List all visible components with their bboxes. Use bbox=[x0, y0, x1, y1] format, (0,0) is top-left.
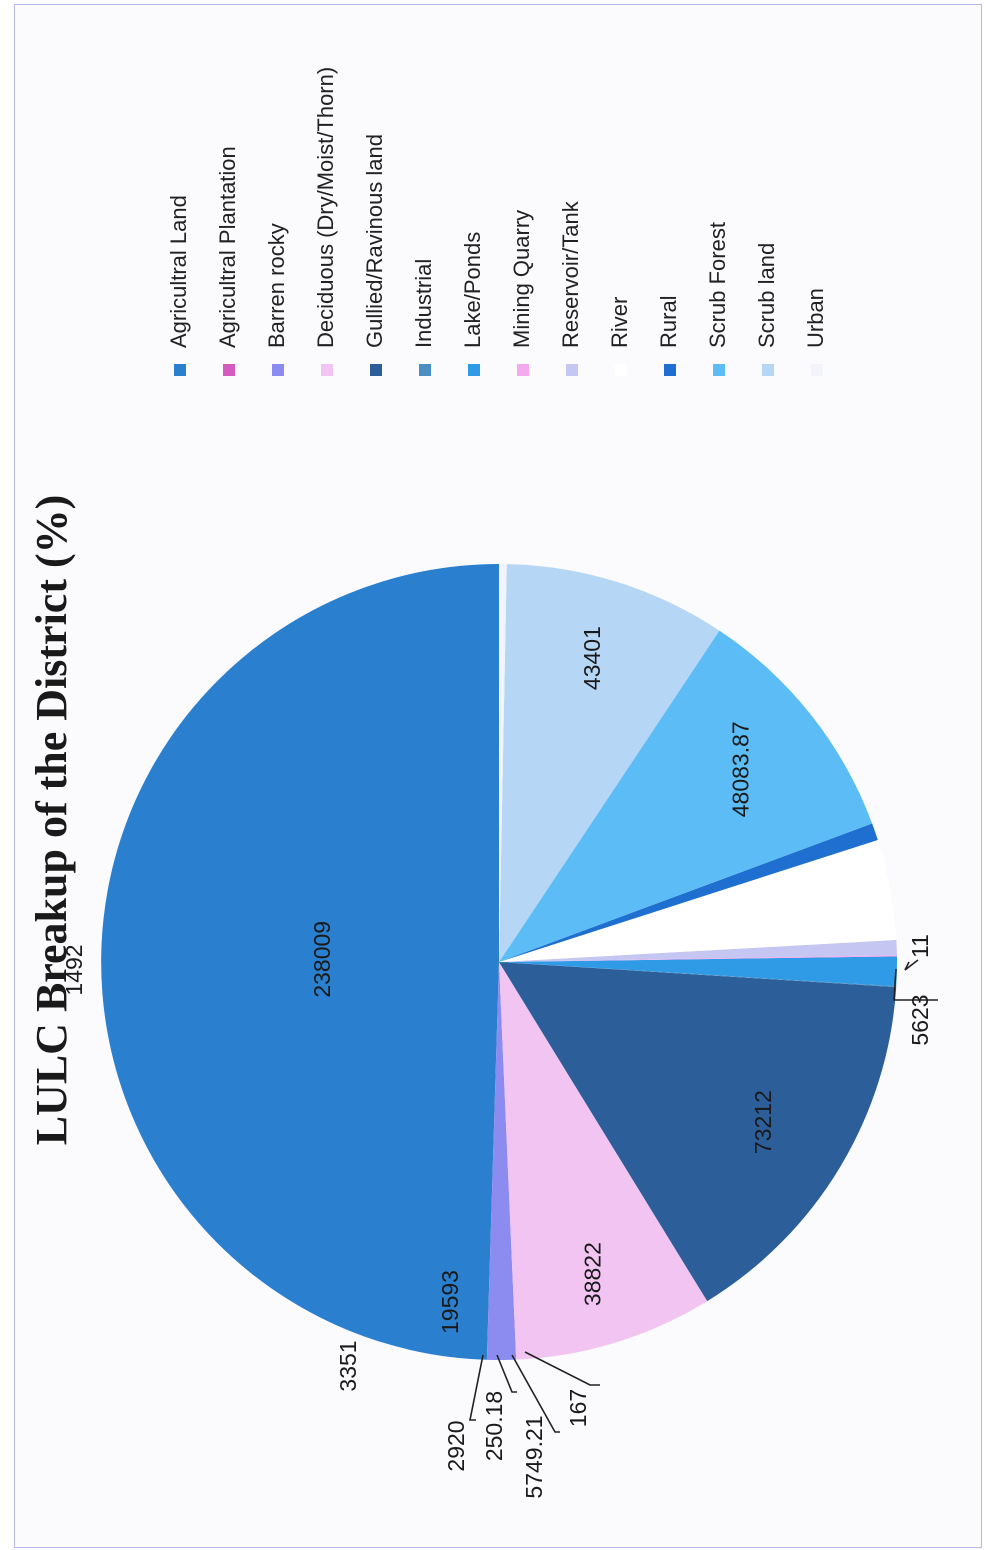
data-label: 2920 bbox=[443, 1420, 469, 1471]
pie-slice bbox=[486, 962, 517, 1361]
legend-swatch bbox=[468, 364, 480, 376]
legend-swatch bbox=[615, 364, 627, 376]
pie-slice bbox=[499, 823, 878, 962]
legend-label: River bbox=[607, 297, 632, 348]
label-leader-line bbox=[496, 1354, 517, 1393]
pie-slice bbox=[486, 962, 499, 1360]
legend-swatch bbox=[517, 364, 529, 376]
pie-slice bbox=[499, 962, 897, 1302]
legend-label: Reservoir/Tank bbox=[558, 200, 583, 348]
legend-label: Mining Quarry bbox=[509, 210, 534, 348]
pie-slice bbox=[499, 939, 897, 962]
label-leader-line bbox=[524, 1351, 600, 1386]
label-leader-line bbox=[511, 1354, 560, 1433]
data-label: 73212 bbox=[750, 1090, 776, 1154]
pie-slice bbox=[101, 564, 500, 1360]
data-label: 38822 bbox=[580, 1242, 606, 1306]
legend-label: Scrub Forest bbox=[705, 222, 730, 348]
chart-legend: Agricultral Land Agricultral Plantation Ba… bbox=[166, 67, 828, 376]
legend-swatch bbox=[174, 364, 186, 376]
label-leader-line bbox=[904, 959, 919, 971]
pie-slice bbox=[499, 962, 897, 988]
legend-label: Barren rocky bbox=[264, 223, 289, 348]
legend-label: Agricultral Land bbox=[166, 195, 191, 348]
data-label: 48083.87 bbox=[727, 721, 753, 817]
legend-label: Urban bbox=[803, 288, 828, 348]
pie-slice bbox=[499, 630, 873, 962]
data-label: 11 bbox=[907, 934, 933, 958]
chart-title: LULC Breakup of the District (%) bbox=[27, 495, 76, 1146]
legend-swatch bbox=[370, 364, 382, 376]
legend-swatch bbox=[713, 364, 725, 376]
data-label: 167 bbox=[565, 1389, 591, 1427]
data-label: 238009 bbox=[309, 921, 335, 998]
legend-swatch bbox=[419, 364, 431, 376]
label-leader-line bbox=[893, 968, 938, 1001]
legend-swatch bbox=[566, 364, 578, 376]
legend-label: Gullied/Ravinous land bbox=[362, 134, 387, 348]
data-label: 250.18 bbox=[481, 1391, 507, 1461]
data-label: 19593 bbox=[437, 1270, 463, 1334]
pie-slice bbox=[499, 564, 507, 962]
legend-swatch bbox=[664, 364, 676, 376]
data-label: 1492 bbox=[61, 944, 87, 995]
legend-swatch bbox=[762, 364, 774, 376]
legend-swatch bbox=[811, 364, 823, 376]
legend-label: Deciduous (Dry/Moist/Thorn) bbox=[313, 67, 338, 348]
pie-slice bbox=[499, 955, 897, 962]
pie-slice bbox=[499, 839, 897, 962]
legend-label: Lake/Ponds bbox=[460, 232, 485, 348]
pie-slice bbox=[499, 564, 720, 962]
data-label: 43401 bbox=[579, 626, 605, 690]
pie-slice bbox=[499, 962, 708, 1360]
data-label: 5623 bbox=[907, 994, 933, 1045]
label-leader-line bbox=[469, 1354, 484, 1421]
data-label: 5749.21 bbox=[521, 1415, 547, 1498]
legend-label: Industrial bbox=[411, 259, 436, 348]
data-label: 3351 bbox=[335, 1340, 361, 1391]
legend-swatch bbox=[272, 364, 284, 376]
legend-swatch bbox=[223, 364, 235, 376]
legend-label: Rural bbox=[656, 295, 681, 348]
pie-slice bbox=[499, 956, 897, 987]
legend-swatch bbox=[321, 364, 333, 376]
legend-label: Scrub land bbox=[754, 243, 779, 348]
legend-label: Agricultral Plantation bbox=[215, 146, 240, 348]
